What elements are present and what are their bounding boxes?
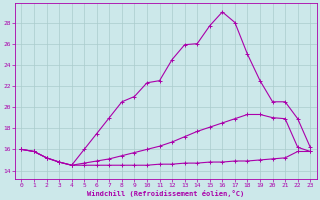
X-axis label: Windchill (Refroidissement éolien,°C): Windchill (Refroidissement éolien,°C) bbox=[87, 190, 244, 197]
